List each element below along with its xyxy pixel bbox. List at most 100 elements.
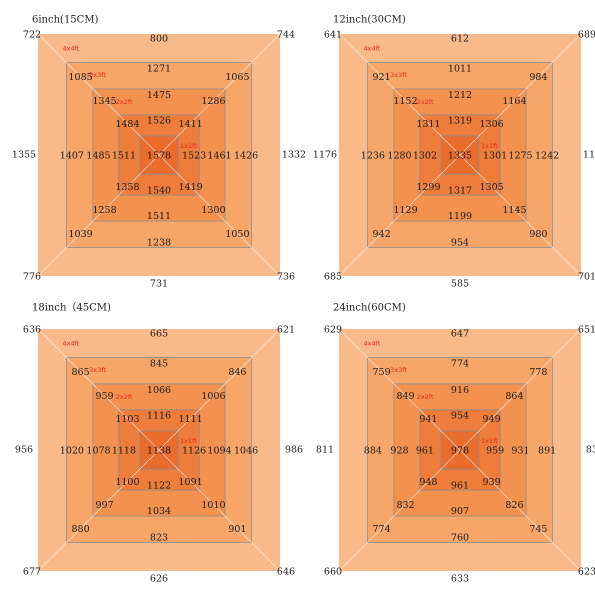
corner-value: 641 [324, 30, 342, 41]
ring-2-value: 1066 [147, 385, 171, 396]
ring-1-value: 823 [150, 533, 168, 544]
ring-1-value: 954 [451, 238, 469, 249]
ring-3-value: 1091 [178, 477, 202, 488]
level-label: 2x2ft [116, 98, 133, 106]
ring-3-value: 1126 [182, 446, 206, 457]
ring-2-value: 1129 [393, 205, 417, 216]
ring-2-value: 1152 [393, 96, 417, 107]
level-label: 2x2ft [417, 98, 434, 106]
ring-1-value: 1242 [535, 151, 559, 162]
ring-2-value: 832 [396, 500, 414, 511]
ring-1-value: 846 [228, 367, 246, 378]
panel-title: 24inch(60CM) [333, 303, 406, 314]
ring-2-value: 1199 [448, 211, 472, 222]
ring-1-value: 865 [72, 367, 90, 378]
ring-1-value: 1085 [68, 72, 92, 83]
ring-2-value: 1485 [86, 151, 110, 162]
ring-3-value: 1116 [147, 410, 171, 421]
edge-value: 834 [586, 445, 595, 456]
ring-2-value: 1212 [448, 90, 472, 101]
edge-value: 1355 [12, 150, 36, 161]
ring-1-value: 980 [529, 229, 547, 240]
edge-value: 612 [451, 34, 469, 45]
level-label: 3x3ft [390, 366, 407, 374]
ring-2-value: 849 [396, 391, 414, 402]
ring-2-value: 1345 [92, 96, 116, 107]
level-label: 4x4ft [364, 340, 381, 348]
ring-2-value: 1034 [147, 506, 171, 517]
ring-3-value: 948 [419, 477, 437, 488]
edge-value: 647 [451, 329, 469, 340]
ring-1-value: 1039 [68, 229, 92, 240]
corner-value: 736 [277, 272, 295, 283]
edge-value: 633 [451, 574, 469, 585]
ring-3-value: 1526 [147, 115, 171, 126]
ring-1-value: 759 [373, 367, 391, 378]
ring-3-value: 1305 [479, 182, 503, 193]
ring-3-value: 1411 [178, 119, 202, 130]
ring-2-value: 928 [390, 446, 408, 457]
level-label: 1x1ft [180, 142, 197, 150]
edge-value: 585 [451, 279, 469, 290]
ring-1-value: 1407 [60, 151, 84, 162]
edge-value: 986 [285, 445, 303, 456]
ring-3-value: 1306 [479, 119, 503, 130]
ring-2-value: 1078 [86, 446, 110, 457]
ring-1-value: 1236 [361, 151, 385, 162]
ring-3-value: 1319 [448, 115, 472, 126]
diagonal-line [338, 328, 582, 572]
ring-1-value: 942 [373, 229, 391, 240]
level-label: 4x4ft [364, 45, 381, 53]
ring-3-value: 1299 [416, 182, 440, 193]
ring-2-value: 1300 [201, 205, 225, 216]
edge-value: 1176 [313, 150, 337, 161]
ring-2-value: 1286 [201, 96, 225, 107]
ring-2-value: 959 [95, 391, 113, 402]
corner-value: 636 [23, 325, 41, 336]
ring-1-value: 1046 [234, 446, 258, 457]
ring-3-value: 1122 [147, 481, 171, 492]
edge-value: 1332 [282, 150, 306, 161]
corner-value: 776 [23, 272, 41, 283]
edge-value: 731 [150, 279, 168, 290]
center-value: 978 [451, 446, 469, 457]
corner-value: 701 [578, 272, 595, 283]
level-label: 1x1ft [180, 437, 197, 445]
ring-3-value: 1523 [182, 151, 206, 162]
ring-1-value: 1020 [60, 446, 84, 457]
ring-3-value: 1358 [115, 182, 139, 193]
corner-value: 689 [578, 30, 595, 41]
edge-value: 626 [150, 574, 168, 585]
corner-value: 744 [277, 30, 295, 41]
ring-1-value: 921 [373, 72, 391, 83]
ring-2-value: 1461 [207, 151, 231, 162]
level-label: 2x2ft [417, 393, 434, 401]
ring-3-value: 1100 [115, 477, 139, 488]
ring-1-value: 1271 [147, 63, 171, 74]
center-value: 1578 [147, 151, 171, 162]
panel-title: 12inch(30CM) [333, 15, 406, 26]
corner-value: 722 [23, 30, 41, 41]
ring-1-value: 778 [529, 367, 547, 378]
ring-2-value: 1275 [508, 151, 532, 162]
level-label: 4x4ft [63, 45, 80, 53]
ring-1-value: 1426 [234, 151, 258, 162]
corner-value: 677 [23, 567, 41, 578]
level-label: 3x3ft [89, 71, 106, 79]
ring-3-value: 1301 [483, 151, 507, 162]
corner-value: 651 [578, 325, 595, 336]
ring-3-value: 1311 [416, 119, 440, 130]
ring-1-value: 984 [529, 72, 547, 83]
ring-1-value: 745 [529, 524, 547, 535]
ring-2-value: 864 [505, 391, 523, 402]
ring-3-value: 1540 [147, 186, 171, 197]
ring-2-value: 1475 [147, 90, 171, 101]
level-label: 1x1ft [481, 142, 498, 150]
ring-2-value: 1280 [387, 151, 411, 162]
ring-3-value: 1302 [413, 151, 437, 162]
edge-value: 1188 [583, 150, 595, 161]
ring-3-value: 954 [451, 410, 469, 421]
center-value: 1335 [448, 151, 472, 162]
level-label: 3x3ft [390, 71, 407, 79]
